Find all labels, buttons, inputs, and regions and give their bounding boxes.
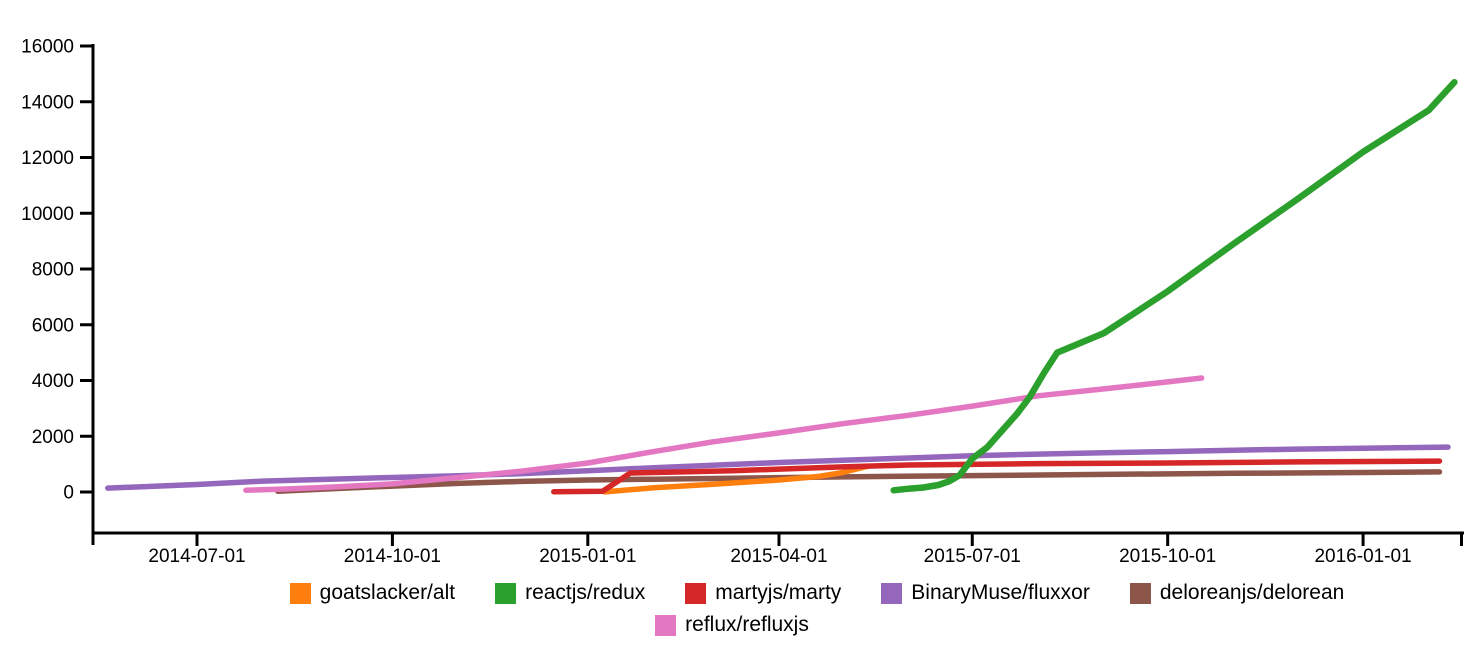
legend-item-goatslacker-alt: goatslacker/alt	[289, 581, 456, 605]
chart-legend: goatslacker/alt reactjs/redux martyjs/mart…	[0, 581, 1464, 637]
legend-label: BinaryMuse/fluxxor	[911, 581, 1090, 604]
series-line-goatslacker-alt	[602, 463, 871, 495]
y-tick-label: 12000	[21, 148, 74, 169]
legend-label: goatslacker/alt	[319, 581, 456, 604]
x-tick-label: 2015-04-01	[730, 546, 827, 567]
legend-swatch-icon	[881, 582, 903, 604]
y-tick-label: 8000	[32, 260, 74, 281]
series-line-reflux-refluxjs	[243, 375, 1205, 494]
x-tick-label: 2014-07-01	[148, 546, 245, 567]
legend-item-martyjs-marty: martyjs/marty	[685, 581, 841, 605]
y-tick-label: 10000	[21, 204, 74, 225]
x-tick-label: 2015-07-01	[924, 546, 1021, 567]
series-line-binarymuse-fluxxor	[105, 444, 1451, 491]
legend-label: deloreanjs/delorean	[1159, 581, 1345, 604]
legend-row-2: reflux/refluxjs	[655, 613, 809, 637]
x-tick-label: 2014-10-01	[344, 546, 441, 567]
legend-label: martyjs/marty	[715, 581, 842, 604]
legend-item-binarymuse-fluxxor: BinaryMuse/fluxxor	[881, 581, 1090, 605]
y-tick-label: 4000	[32, 371, 74, 392]
legend-label: reactjs/redux	[525, 581, 646, 604]
x-tick-label: 2015-10-01	[1119, 546, 1216, 567]
y-tick-label: 0	[63, 483, 74, 504]
legend-label: reflux/refluxjs	[685, 613, 809, 636]
series-line-martyjs-marty	[551, 458, 1443, 495]
x-tick-label: 2016-01-01	[1314, 546, 1411, 567]
legend-item-reactjs-redux: reactjs/redux	[495, 581, 645, 605]
y-tick-label: 2000	[32, 427, 74, 448]
x-tick-label: 2015-01-01	[539, 546, 636, 567]
y-tick-label: 6000	[32, 315, 74, 336]
legend-swatch-icon	[1129, 582, 1151, 604]
legend-swatch-icon	[495, 582, 517, 604]
legend-swatch-icon	[655, 614, 677, 636]
legend-swatch-icon	[289, 582, 311, 604]
y-tick-label: 16000	[21, 37, 74, 58]
series-line-reactjs-redux	[890, 78, 1458, 494]
legend-row-1: goatslacker/alt reactjs/redux martyjs/mart…	[289, 581, 1345, 605]
legend-item-deloreanjs-delorean: deloreanjs/delorean	[1129, 581, 1345, 605]
series-line-deloreanjs-delorean	[274, 469, 1443, 494]
y-tick-label: 14000	[21, 92, 74, 113]
legend-item-reflux-refluxjs: reflux/refluxjs	[655, 613, 809, 637]
legend-swatch-icon	[685, 582, 707, 604]
